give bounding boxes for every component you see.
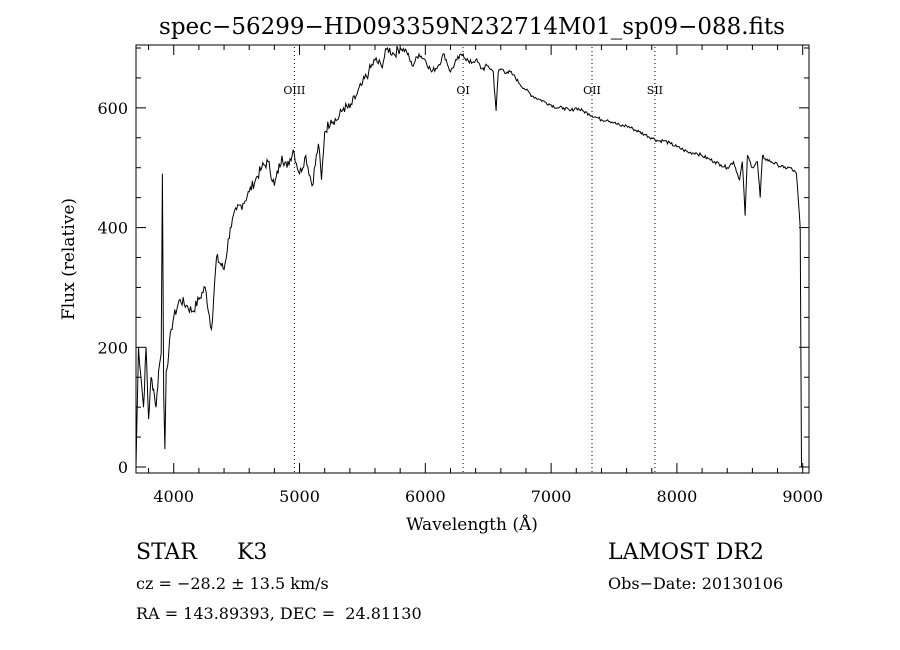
object-class: STAR bbox=[136, 540, 197, 565]
y-axis-label: Flux (relative) bbox=[59, 198, 79, 320]
x-tick-label: 7000 bbox=[531, 487, 572, 506]
y-tick-label: 400 bbox=[97, 219, 128, 238]
x-tick-label: 5000 bbox=[279, 487, 320, 506]
coordinates-text: RA = 143.89393, DEC = 24.81130 bbox=[136, 604, 422, 623]
y-tick-label: 600 bbox=[97, 99, 128, 118]
observation-date: Obs−Date: 20130106 bbox=[608, 574, 784, 593]
redshift-text: cz = −28.2 ± 13.5 km/s bbox=[136, 574, 329, 593]
x-tick-label: 9000 bbox=[782, 487, 823, 506]
spectral-subclass: K3 bbox=[237, 540, 268, 565]
chart-title: spec−56299−HD093359N232714M01_sp09−088.f… bbox=[159, 14, 785, 40]
line-marker-label: SII bbox=[647, 84, 663, 97]
x-tick-label: 4000 bbox=[153, 487, 194, 506]
x-tick-label: 6000 bbox=[405, 487, 446, 506]
y-tick-label: 0 bbox=[118, 458, 128, 477]
line-marker-label: OII bbox=[583, 84, 601, 97]
y-tick-label: 200 bbox=[97, 338, 128, 357]
x-tick-label: 8000 bbox=[657, 487, 698, 506]
plot-frame bbox=[135, 44, 810, 474]
survey-name: LAMOST DR2 bbox=[608, 540, 764, 565]
line-marker-label: OI bbox=[456, 84, 469, 97]
x-axis-label: Wavelength (Å) bbox=[406, 514, 538, 535]
line-marker-label: OIII bbox=[283, 84, 305, 97]
spectrum-line bbox=[135, 45, 803, 468]
